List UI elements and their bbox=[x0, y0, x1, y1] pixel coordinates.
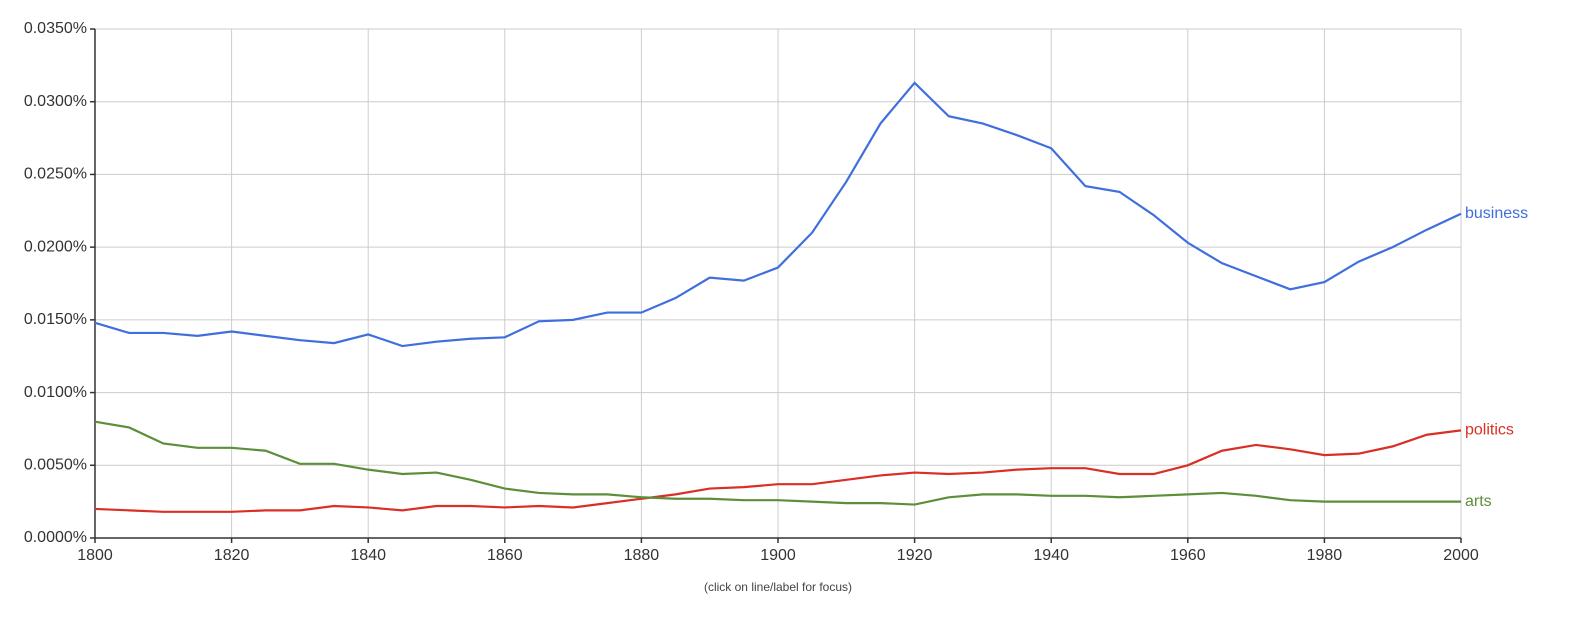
x-tick-label: 1800 bbox=[77, 547, 113, 564]
series-label[interactable]: arts bbox=[1465, 493, 1492, 510]
series-line[interactable] bbox=[94, 81, 1462, 348]
x-tick-label: 1920 bbox=[897, 547, 933, 564]
series-label[interactable]: politics bbox=[1465, 422, 1514, 439]
y-tick-label: 0.0100% bbox=[24, 384, 87, 401]
x-tick-label: 1860 bbox=[487, 547, 523, 564]
x-tick-label: 1820 bbox=[214, 547, 250, 564]
x-tick-label: 1940 bbox=[1033, 547, 1069, 564]
x-tick-label: 1880 bbox=[624, 547, 660, 564]
y-tick-label: 0.0350% bbox=[24, 20, 87, 37]
x-tick-label: 2000 bbox=[1443, 547, 1479, 564]
y-tick-label: 0.0300% bbox=[24, 93, 87, 110]
x-tick-label: 1980 bbox=[1307, 547, 1343, 564]
y-tick-label: 0.0250% bbox=[24, 166, 87, 183]
y-tick-label: 0.0050% bbox=[24, 457, 87, 474]
y-tick-label: 0.0000% bbox=[24, 529, 87, 546]
series-line[interactable] bbox=[94, 420, 1461, 506]
y-tick-label: 0.0200% bbox=[24, 238, 87, 255]
series-line[interactable] bbox=[94, 429, 1462, 513]
focus-note: (click on line/label for focus) bbox=[704, 580, 852, 594]
y-tick-label: 0.0150% bbox=[24, 311, 87, 328]
x-tick-label: 1840 bbox=[350, 547, 386, 564]
series-label[interactable]: business bbox=[1465, 205, 1528, 222]
x-tick-label: 1900 bbox=[760, 547, 796, 564]
x-tick-label: 1960 bbox=[1170, 547, 1206, 564]
